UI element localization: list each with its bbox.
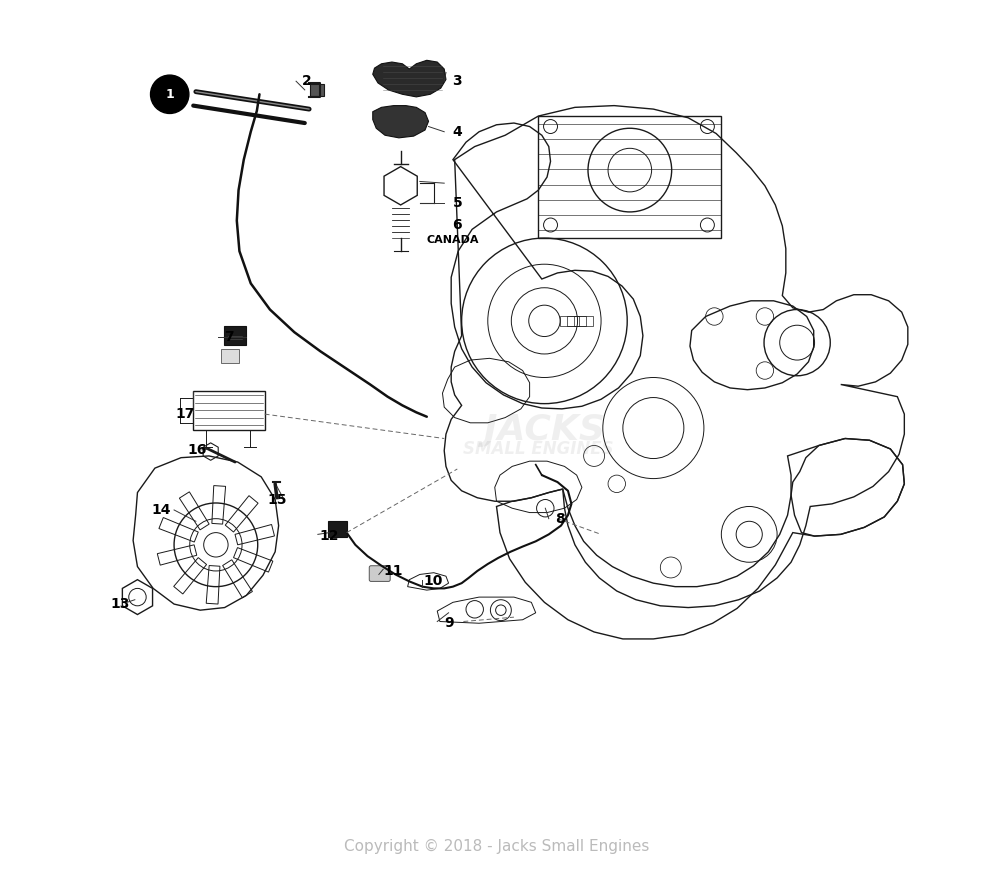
- Text: Copyright © 2018 - Jacks Small Engines: Copyright © 2018 - Jacks Small Engines: [344, 838, 649, 854]
- Text: 10: 10: [423, 574, 443, 588]
- Text: 6: 6: [453, 218, 462, 232]
- Text: 9: 9: [444, 617, 454, 631]
- Text: 17: 17: [176, 407, 195, 421]
- Text: 14: 14: [151, 503, 171, 517]
- Text: 1: 1: [165, 88, 174, 101]
- Text: JACKS: JACKS: [484, 413, 605, 446]
- FancyBboxPatch shape: [310, 84, 324, 96]
- Text: 2: 2: [302, 75, 312, 89]
- Text: 11: 11: [384, 564, 403, 578]
- Text: 4: 4: [453, 125, 462, 139]
- Text: 3: 3: [453, 75, 462, 89]
- FancyBboxPatch shape: [329, 521, 348, 537]
- Polygon shape: [372, 61, 446, 96]
- Text: 5: 5: [453, 196, 462, 210]
- Polygon shape: [372, 105, 429, 138]
- FancyBboxPatch shape: [369, 566, 390, 581]
- Text: 12: 12: [320, 529, 339, 543]
- Text: 13: 13: [110, 597, 130, 611]
- Circle shape: [151, 75, 189, 113]
- FancyBboxPatch shape: [221, 349, 238, 363]
- Text: 7: 7: [224, 330, 233, 344]
- Text: 8: 8: [555, 511, 565, 525]
- FancyBboxPatch shape: [223, 326, 246, 346]
- Text: 16: 16: [187, 443, 207, 457]
- Text: SMALL ENGINES: SMALL ENGINES: [463, 440, 614, 458]
- Text: CANADA: CANADA: [427, 235, 480, 245]
- Text: 15: 15: [267, 493, 287, 507]
